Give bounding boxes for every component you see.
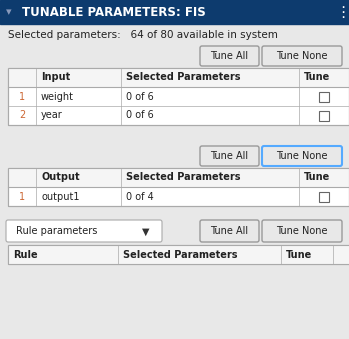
Text: Selected Parameters: Selected Parameters (123, 250, 238, 259)
Text: output1: output1 (41, 192, 80, 201)
Bar (0, 0, 349, 24)
Bar (8, 245, 349, 264)
Text: Tune All: Tune All (210, 51, 248, 61)
Text: 2: 2 (19, 111, 25, 120)
Bar (8, 245, 349, 264)
Text: Selected Parameters: Selected Parameters (126, 73, 240, 82)
Text: weight: weight (41, 92, 74, 101)
FancyBboxPatch shape (200, 146, 259, 166)
Text: Tune All: Tune All (210, 151, 248, 161)
Text: Selected parameters:   64 of 80 available in system: Selected parameters: 64 of 80 available … (8, 30, 278, 40)
Bar (319, 92, 329, 101)
Text: Rule parameters: Rule parameters (16, 226, 97, 236)
Text: Output: Output (41, 173, 80, 182)
Text: Tune None: Tune None (276, 226, 328, 236)
Text: Selected Parameters: Selected Parameters (126, 173, 240, 182)
Text: TUNABLE PARAMETERS: FIS: TUNABLE PARAMETERS: FIS (22, 6, 206, 19)
Bar (8, 168, 349, 206)
Text: Rule: Rule (13, 250, 38, 259)
FancyBboxPatch shape (262, 46, 342, 66)
FancyBboxPatch shape (262, 220, 342, 242)
FancyBboxPatch shape (200, 46, 259, 66)
Text: ▼: ▼ (142, 226, 150, 236)
Bar (8, 68, 349, 125)
Text: Tune: Tune (286, 250, 312, 259)
Text: Tune: Tune (304, 73, 330, 82)
Bar (8, 68, 349, 87)
Text: year: year (41, 111, 63, 120)
Text: 1: 1 (19, 92, 25, 101)
Text: 0 of 6: 0 of 6 (126, 92, 154, 101)
Text: Tune All: Tune All (210, 226, 248, 236)
Text: Tune None: Tune None (276, 151, 328, 161)
Bar (8, 168, 349, 206)
Bar (8, 245, 349, 264)
Text: 0 of 6: 0 of 6 (126, 111, 154, 120)
Text: 1: 1 (19, 192, 25, 201)
Text: Tune: Tune (304, 173, 330, 182)
Bar (319, 111, 329, 120)
Bar (8, 168, 349, 187)
FancyBboxPatch shape (6, 220, 162, 242)
Bar (8, 68, 349, 125)
Bar (319, 192, 329, 201)
Text: 0 of 4: 0 of 4 (126, 192, 154, 201)
Text: Input: Input (41, 73, 70, 82)
Text: Tune None: Tune None (276, 51, 328, 61)
FancyBboxPatch shape (262, 146, 342, 166)
Text: ▾: ▾ (6, 7, 12, 18)
Text: ⋮: ⋮ (335, 4, 349, 20)
FancyBboxPatch shape (200, 220, 259, 242)
